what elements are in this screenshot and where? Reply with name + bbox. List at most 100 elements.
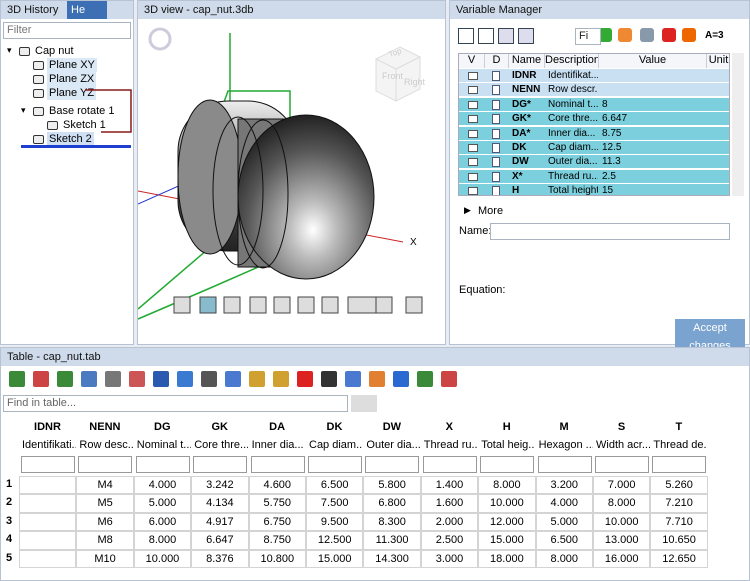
view-tool[interactable] bbox=[405, 296, 423, 314]
table-cell[interactable] bbox=[19, 531, 77, 550]
tool-button[interactable] bbox=[682, 28, 696, 42]
view-tool[interactable] bbox=[273, 296, 291, 314]
checkbox[interactable] bbox=[468, 129, 478, 138]
table-cell[interactable]: 7.500 bbox=[306, 494, 364, 513]
tree-node[interactable]: Plane ZX bbox=[47, 72, 97, 86]
checkbox[interactable] bbox=[468, 100, 478, 109]
table-cell[interactable]: 18.000 bbox=[478, 549, 536, 568]
table-cell[interactable] bbox=[19, 512, 77, 532]
tool-button[interactable] bbox=[153, 371, 169, 387]
table-cell[interactable]: 12.650 bbox=[650, 549, 708, 568]
column-filter[interactable] bbox=[595, 456, 649, 473]
tool-button[interactable] bbox=[345, 371, 361, 387]
checkbox[interactable] bbox=[468, 172, 478, 181]
variable-row[interactable] bbox=[459, 126, 729, 141]
tool-button[interactable] bbox=[518, 28, 534, 44]
table-cell[interactable]: 3.242 bbox=[191, 476, 249, 495]
tool-button[interactable] bbox=[618, 28, 632, 42]
tool-button[interactable] bbox=[201, 371, 217, 387]
table-cell[interactable]: 7.210 bbox=[650, 494, 708, 513]
table-cell[interactable]: 10.000 bbox=[478, 494, 536, 513]
table-cell[interactable]: 1.400 bbox=[420, 476, 479, 495]
table-cell[interactable]: 15.000 bbox=[478, 531, 536, 550]
table-cell[interactable]: 10.800 bbox=[248, 549, 306, 568]
find-input[interactable]: Find in table... bbox=[3, 395, 348, 412]
table-cell[interactable]: M5 bbox=[76, 494, 134, 513]
view-tool[interactable] bbox=[173, 296, 191, 314]
table-cell[interactable]: 8.750 bbox=[248, 531, 306, 550]
table-cell[interactable]: M8 bbox=[76, 531, 134, 550]
table-cell[interactable]: 5.000 bbox=[133, 494, 192, 513]
column-filter[interactable] bbox=[78, 456, 133, 473]
table-cell[interactable]: 2.500 bbox=[420, 531, 479, 550]
column-filter[interactable] bbox=[250, 456, 305, 473]
variable-row[interactable] bbox=[459, 112, 729, 127]
name-input[interactable] bbox=[490, 223, 730, 240]
search-input[interactable]: Fi bbox=[575, 28, 601, 45]
table-cell[interactable]: 4.000 bbox=[133, 476, 192, 495]
tool-button[interactable] bbox=[177, 371, 193, 387]
table-cell[interactable]: 5.750 bbox=[248, 494, 306, 513]
tool-button[interactable] bbox=[458, 28, 474, 44]
tool-button[interactable] bbox=[33, 371, 49, 387]
column-filter[interactable] bbox=[365, 456, 420, 473]
table-cell[interactable]: 10.650 bbox=[650, 531, 708, 550]
tool-button[interactable] bbox=[640, 28, 654, 42]
table-cell[interactable]: M6 bbox=[76, 512, 134, 532]
table-cell[interactable]: 5.000 bbox=[535, 512, 593, 532]
table-cell[interactable] bbox=[19, 494, 77, 513]
view-tool[interactable] bbox=[375, 296, 393, 314]
tool-button[interactable] bbox=[9, 371, 25, 387]
view-tool[interactable] bbox=[321, 296, 339, 314]
table-cell[interactable]: 1.600 bbox=[420, 494, 479, 513]
view-tool[interactable] bbox=[249, 296, 267, 314]
tool-button[interactable] bbox=[225, 371, 241, 387]
tool-button[interactable] bbox=[129, 371, 145, 387]
tab[interactable]: 3D History bbox=[7, 4, 59, 16]
tool-button[interactable] bbox=[598, 28, 612, 42]
tool-button[interactable] bbox=[321, 371, 337, 387]
checkbox[interactable] bbox=[468, 72, 478, 80]
table-cell[interactable]: 2.000 bbox=[420, 512, 479, 532]
table-cell[interactable]: 11.300 bbox=[363, 531, 421, 550]
variable-row[interactable] bbox=[459, 97, 729, 112]
table-cell[interactable]: 8.000 bbox=[478, 476, 536, 495]
checkbox[interactable] bbox=[468, 158, 478, 167]
table-cell[interactable]: 4.134 bbox=[191, 494, 249, 513]
tree-node[interactable]: Plane XY bbox=[47, 58, 97, 72]
variable-row[interactable] bbox=[459, 141, 729, 155]
table-cell[interactable] bbox=[19, 476, 77, 495]
table-cell[interactable]: 8.000 bbox=[593, 494, 651, 513]
table-cell[interactable]: 6.800 bbox=[363, 494, 421, 513]
table-cell[interactable]: 8.376 bbox=[191, 549, 249, 568]
column-filter[interactable] bbox=[537, 456, 592, 473]
table-cell[interactable]: 6.500 bbox=[535, 531, 593, 550]
column-filter[interactable] bbox=[135, 456, 190, 473]
column-filter[interactable] bbox=[21, 456, 75, 473]
table-cell[interactable]: M4 bbox=[76, 476, 134, 495]
tool-button[interactable] bbox=[662, 28, 676, 42]
table-cell[interactable]: 6.500 bbox=[306, 476, 364, 495]
table-cell[interactable]: 5.260 bbox=[650, 476, 708, 495]
view-tool[interactable] bbox=[223, 296, 241, 314]
tree-node[interactable]: Cap nut bbox=[35, 45, 74, 57]
tool-button[interactable] bbox=[57, 371, 73, 387]
tree-node[interactable]: Sketch 1 bbox=[63, 119, 106, 131]
column-filter[interactable] bbox=[422, 456, 477, 473]
tree-node[interactable]: Base rotate 1 bbox=[49, 105, 115, 117]
column-filter[interactable] bbox=[652, 456, 707, 473]
tool-button[interactable] bbox=[478, 28, 494, 44]
table-cell[interactable]: 15.000 bbox=[306, 549, 364, 568]
table-cell[interactable]: 14.300 bbox=[363, 549, 421, 568]
table-cell[interactable]: M10 bbox=[76, 549, 134, 568]
table-cell[interactable]: 7.000 bbox=[593, 476, 651, 495]
table-cell[interactable]: 12.000 bbox=[478, 512, 536, 532]
tool-button[interactable] bbox=[273, 371, 289, 387]
tool-button[interactable] bbox=[81, 371, 97, 387]
tool-button[interactable] bbox=[297, 371, 313, 387]
nav-buttons[interactable] bbox=[351, 395, 377, 412]
table-cell[interactable]: 3.000 bbox=[420, 549, 479, 568]
view-tool[interactable] bbox=[297, 296, 315, 314]
table-cell[interactable]: 6.750 bbox=[248, 512, 306, 532]
table-cell[interactable]: 8.300 bbox=[363, 512, 421, 532]
